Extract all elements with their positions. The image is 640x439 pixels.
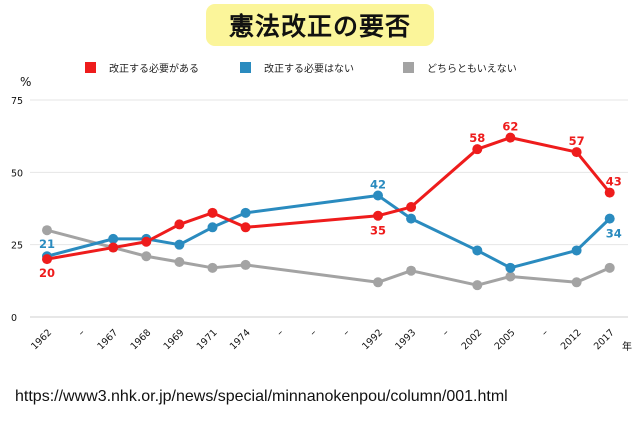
data-point (174, 257, 185, 268)
chart-title: 憲法改正の要否 (228, 12, 411, 41)
data-point (505, 262, 516, 273)
data-point (472, 245, 483, 256)
data-label: 35 (370, 224, 386, 238)
data-label: 20 (39, 266, 55, 280)
data-point (207, 222, 218, 233)
legend-swatch (85, 62, 96, 73)
x-tick-separator: – (539, 327, 550, 338)
x-tick-separator: – (341, 327, 352, 338)
chart-title-box: 憲法改正の要否 (206, 4, 434, 46)
data-point (472, 280, 483, 291)
y-tick-label: 25 (11, 241, 23, 252)
x-tick-label: 2017 (592, 327, 617, 352)
legend-swatch (403, 62, 414, 73)
data-point (108, 242, 119, 253)
data-point (373, 277, 383, 288)
legend: 改正する必要がある 改正する必要はない どちらともいえない (85, 62, 517, 75)
x-tick-label: 2012 (559, 327, 584, 352)
data-point (207, 262, 218, 273)
line-chart: 改正する必要がある 改正する必要はない どちらともいえない % 0 25 50 75 19… (11, 62, 632, 353)
data-label: 58 (469, 131, 485, 145)
data-labels: 20 35 58 62 57 43 21 42 34 (39, 120, 622, 281)
data-point (472, 144, 483, 155)
x-tick-label: 2002 (460, 327, 485, 352)
x-axis-ticks: 1962–1967 1968 1969 1971 1974– – –1992 1993–200… (29, 327, 617, 352)
x-tick-label: 1969 (162, 327, 187, 352)
y-tick-label: 75 (11, 96, 23, 107)
x-tick-label: 1967 (95, 327, 120, 352)
gridlines (30, 99, 628, 318)
y-axis-label: % (20, 75, 31, 89)
x-tick-label: 1974 (228, 327, 253, 352)
x-tick-separator: – (308, 327, 319, 338)
x-tick-label: 1971 (195, 327, 220, 352)
data-label: 57 (569, 134, 585, 148)
data-point (571, 245, 582, 256)
x-axis-unit: 年 (622, 340, 632, 353)
x-tick-label: 2005 (493, 327, 518, 352)
data-point (406, 202, 417, 213)
data-point (141, 251, 152, 262)
data-point (141, 236, 152, 247)
data-point (604, 262, 615, 273)
data-point (108, 233, 119, 244)
series-layer (42, 132, 615, 291)
series-line (46, 136, 611, 261)
data-point (42, 254, 52, 265)
data-label: 21 (39, 237, 55, 251)
x-tick-separator: – (76, 327, 87, 338)
legend-label: 改正する必要はない (264, 62, 354, 75)
x-tick-label: 1993 (393, 327, 418, 352)
source-url: https://www3.nhk.or.jp/news/special/minn… (15, 388, 508, 405)
data-point (240, 222, 251, 233)
data-point (174, 219, 185, 230)
x-tick-separator: – (440, 327, 451, 338)
data-label: 34 (606, 227, 622, 241)
y-tick-label: 50 (11, 168, 23, 179)
data-point (505, 271, 516, 282)
data-point (240, 259, 251, 270)
y-tick-label: 0 (11, 313, 17, 324)
data-point (373, 210, 383, 221)
data-point (604, 213, 615, 224)
data-point (240, 207, 251, 218)
x-tick-label: 1992 (360, 327, 385, 352)
data-label: 42 (370, 177, 386, 191)
data-point (604, 187, 615, 198)
series-line (46, 228, 611, 287)
data-point (571, 277, 582, 288)
data-label: 43 (606, 175, 622, 189)
series-line (46, 193, 611, 270)
data-label: 62 (502, 120, 518, 134)
data-point (406, 213, 417, 224)
data-point (207, 207, 218, 218)
data-point (42, 225, 52, 236)
x-tick-separator: – (275, 327, 286, 338)
data-point (373, 190, 383, 201)
x-tick-label: 1968 (129, 327, 154, 352)
legend-swatch (240, 62, 251, 73)
y-axis-ticks: 0 25 50 75 (11, 96, 23, 324)
data-point (174, 239, 185, 250)
data-point (505, 132, 516, 143)
data-point (571, 147, 582, 158)
x-tick-label: 1962 (29, 327, 54, 352)
data-point (406, 265, 417, 276)
legend-label: 改正する必要がある (109, 62, 199, 75)
legend-label: どちらともいえない (427, 63, 517, 75)
